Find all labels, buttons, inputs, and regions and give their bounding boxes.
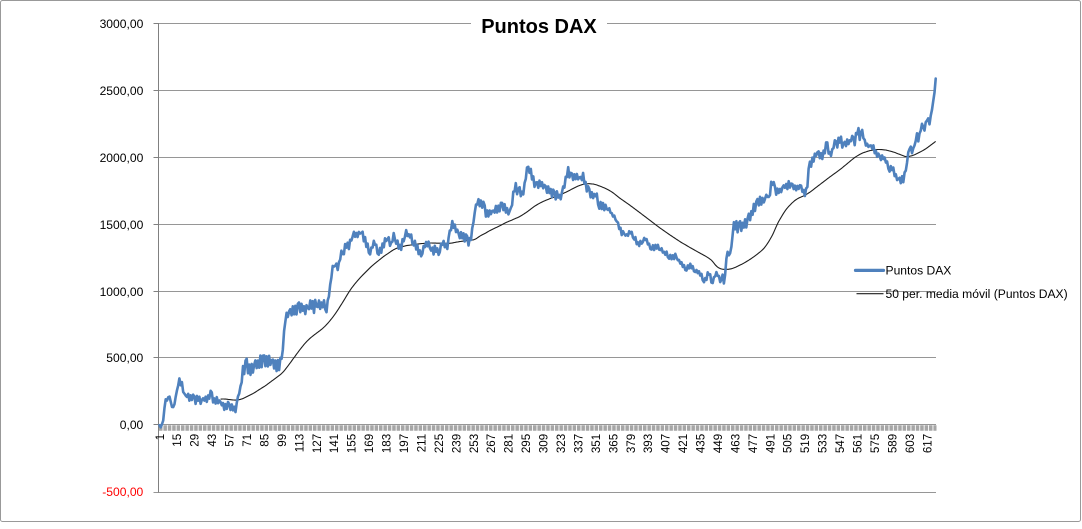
svg-text:435: 435: [695, 434, 708, 453]
svg-text:127: 127: [311, 434, 324, 453]
svg-text:547: 547: [834, 434, 847, 453]
svg-text:-500,00: -500,00: [102, 485, 143, 499]
svg-text:533: 533: [817, 434, 830, 453]
svg-text:393: 393: [642, 434, 655, 453]
svg-text:589: 589: [886, 434, 899, 453]
svg-text:281: 281: [503, 434, 516, 453]
svg-text:Puntos DAX: Puntos DAX: [481, 16, 597, 38]
svg-text:2500,00: 2500,00: [100, 84, 144, 98]
svg-text:449: 449: [712, 434, 725, 453]
svg-text:351: 351: [590, 434, 603, 453]
svg-text:1: 1: [154, 434, 167, 440]
svg-text:239: 239: [450, 434, 463, 453]
svg-text:295: 295: [520, 434, 533, 453]
svg-text:500,00: 500,00: [106, 351, 143, 365]
svg-text:323: 323: [555, 434, 568, 453]
svg-text:407: 407: [660, 434, 673, 453]
svg-text:211: 211: [415, 434, 428, 452]
svg-text:267: 267: [485, 434, 498, 453]
svg-text:50 per. media móvil (Puntos DA: 50 per. media móvil (Puntos DAX): [886, 287, 1068, 301]
svg-text:Puntos DAX: Puntos DAX: [886, 264, 952, 278]
svg-text:225: 225: [433, 434, 446, 453]
svg-text:1500,00: 1500,00: [100, 218, 144, 232]
svg-text:463: 463: [729, 434, 742, 453]
svg-text:561: 561: [852, 434, 865, 453]
svg-text:379: 379: [625, 434, 638, 453]
svg-text:197: 197: [398, 434, 411, 453]
svg-text:575: 575: [869, 434, 882, 453]
svg-text:29: 29: [189, 434, 202, 447]
svg-text:309: 309: [538, 434, 551, 453]
svg-text:2000,00: 2000,00: [100, 151, 144, 165]
svg-text:1000,00: 1000,00: [100, 285, 144, 299]
svg-text:603: 603: [904, 434, 917, 453]
svg-text:15: 15: [171, 434, 184, 447]
svg-text:141: 141: [328, 434, 341, 453]
svg-text:113: 113: [293, 434, 306, 452]
svg-text:3000,00: 3000,00: [100, 17, 144, 31]
svg-text:365: 365: [607, 434, 620, 453]
svg-text:57: 57: [224, 434, 237, 447]
svg-text:169: 169: [363, 434, 376, 453]
svg-text:519: 519: [799, 434, 812, 453]
svg-text:477: 477: [747, 434, 760, 453]
svg-text:183: 183: [381, 434, 394, 453]
svg-text:505: 505: [782, 434, 795, 453]
svg-text:491: 491: [764, 434, 777, 453]
svg-text:155: 155: [346, 434, 359, 453]
svg-text:421: 421: [677, 434, 690, 453]
svg-text:253: 253: [468, 434, 481, 453]
svg-text:85: 85: [259, 434, 272, 447]
svg-text:43: 43: [206, 434, 219, 447]
svg-text:71: 71: [241, 434, 254, 447]
svg-text:99: 99: [276, 434, 289, 447]
svg-text:617: 617: [921, 434, 934, 453]
svg-text:337: 337: [572, 434, 585, 453]
svg-text:0,00: 0,00: [120, 418, 144, 432]
